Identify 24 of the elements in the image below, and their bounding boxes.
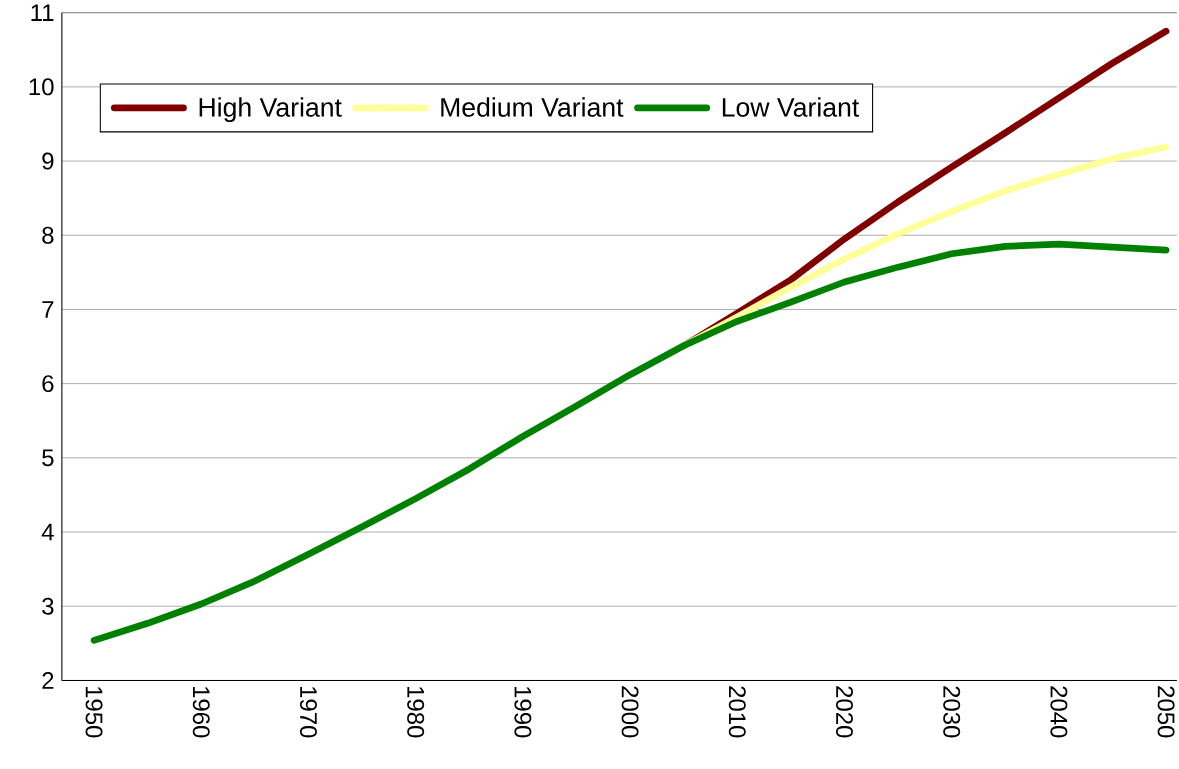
x-tick-label: 2000	[621, 686, 639, 738]
x-tick-label: 2030	[943, 686, 961, 738]
y-tick-label: 8	[42, 226, 54, 244]
x-tick-label: 1960	[192, 686, 210, 738]
y-tick-label: 3	[42, 597, 54, 615]
legend-label: High Variant	[199, 97, 342, 122]
legend-label: Medium Variant	[441, 97, 624, 117]
x-tick-label: 1950	[85, 686, 103, 738]
x-tick-label: 1970	[299, 686, 317, 738]
y-tick-label: 4	[41, 523, 54, 541]
x-tick-label: 2050	[1157, 686, 1175, 738]
x-tick-label: 2040	[1050, 686, 1068, 738]
x-tick-label: 1990	[514, 686, 532, 738]
y-tick-label: 7	[42, 301, 54, 318]
x-tick-label: 2010	[728, 686, 746, 738]
x-tick-label: 2020	[836, 686, 853, 738]
y-tick-label: 9	[42, 152, 54, 170]
y-tick-label: 6	[42, 375, 54, 392]
y-tick-label: 11	[31, 4, 54, 21]
legend-label: Low Variant	[722, 97, 860, 117]
x-tick-label: 1980	[407, 686, 425, 738]
y-tick-label: 10	[29, 78, 54, 96]
y-tick-label: 5	[42, 449, 54, 467]
y-tick-label: 2	[42, 671, 54, 689]
